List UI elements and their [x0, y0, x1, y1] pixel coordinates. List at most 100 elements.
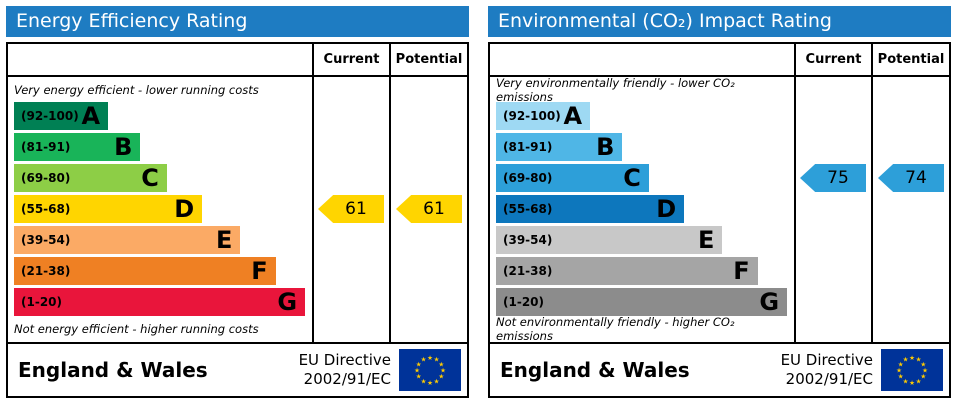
- band-row: (92-100) A: [14, 102, 109, 130]
- eu-directive-line1: EU Directive: [298, 350, 391, 369]
- svg-text:★: ★: [922, 367, 928, 375]
- svg-text:★: ★: [434, 356, 440, 364]
- svg-text:★: ★: [434, 377, 440, 385]
- band-letter: A: [81, 102, 101, 130]
- panel-title: Environmental (CO₂) Impact Rating: [488, 6, 951, 37]
- svg-text:★: ★: [909, 354, 915, 362]
- chart-body: Very environmentally friendly - lower CO…: [490, 76, 949, 343]
- svg-text:★: ★: [916, 356, 922, 364]
- eu-directive-label: EU Directive 2002/91/EC: [781, 351, 881, 390]
- band-row: (69-80) C: [14, 164, 167, 192]
- chart-box: Current Potential Very environmentally f…: [488, 42, 951, 398]
- potential-column: 61: [389, 77, 467, 342]
- region-label: England & Wales: [18, 358, 208, 382]
- eu-flag-icon: ★ ★★ ★★★ ★★★ ★★★: [399, 349, 461, 391]
- current-column-header: Current: [312, 44, 389, 75]
- svg-text:★: ★: [427, 354, 433, 362]
- top-note: Very environmentally friendly - lower CO…: [496, 76, 735, 104]
- svg-text:★: ★: [416, 361, 422, 369]
- co2-impact-chart-panel: Environmental (CO₂) Impact Rating Curren…: [488, 6, 951, 398]
- band-range-label: (1-20): [21, 295, 62, 309]
- current-rating-arrow: 75: [800, 164, 866, 192]
- band-range-label: (39-54): [503, 233, 553, 247]
- svg-text:★: ★: [903, 356, 909, 364]
- svg-text:★: ★: [920, 373, 926, 381]
- chart-body: Very energy efficient - lower running co…: [8, 77, 467, 342]
- band-row: (39-54) E: [496, 226, 723, 254]
- band-range-label: (21-38): [503, 264, 553, 278]
- svg-text:★: ★: [421, 377, 427, 385]
- svg-text:★: ★: [916, 377, 922, 385]
- column-header-spacer: [490, 44, 794, 75]
- band-letter: B: [114, 133, 133, 161]
- potential-rating-value: 61: [423, 199, 445, 219]
- current-column: 61: [312, 77, 389, 342]
- svg-text:★: ★: [898, 361, 904, 369]
- band-row: (55-68) D: [14, 195, 203, 223]
- current-rating-value: 75: [827, 168, 849, 188]
- band-range-label: (92-100): [503, 109, 561, 123]
- eu-directive-line2: 2002/91/EC: [785, 370, 873, 388]
- potential-column-header: Potential: [871, 44, 949, 75]
- band-row: (81-91) B: [496, 133, 623, 161]
- band-letter: D: [656, 195, 677, 223]
- eu-flag-icon: ★ ★★ ★★★ ★★★ ★★★: [881, 349, 943, 391]
- column-header-row: Current Potential: [8, 44, 467, 77]
- svg-text:★: ★: [440, 367, 446, 375]
- panel-title: Energy Efficiency Rating: [6, 6, 469, 37]
- eu-directive-line1: EU Directive: [780, 350, 873, 369]
- column-header-row: Current Potential: [490, 44, 949, 77]
- svg-text:★: ★: [920, 361, 926, 369]
- svg-text:★: ★: [898, 373, 904, 381]
- current-column: 75: [794, 77, 871, 342]
- top-note: Very energy efficient - lower running co…: [14, 83, 259, 97]
- band-range-label: (69-80): [503, 171, 553, 185]
- band-range-label: (81-91): [21, 140, 71, 154]
- band-letter: E: [215, 226, 233, 254]
- band-range-label: (81-91): [503, 140, 553, 154]
- band-letter: C: [623, 164, 641, 192]
- band-letter: F: [251, 257, 268, 285]
- band-letter: B: [596, 133, 615, 161]
- current-rating-value: 61: [345, 199, 367, 219]
- current-column-header: Current: [794, 44, 871, 75]
- bands-column: Very environmentally friendly - lower CO…: [490, 76, 794, 343]
- bands-column: Very energy efficient - lower running co…: [8, 77, 312, 342]
- potential-column-header: Potential: [389, 44, 467, 75]
- svg-text:★: ★: [421, 356, 427, 364]
- band-range-label: (39-54): [21, 233, 71, 247]
- column-header-spacer: [8, 44, 312, 75]
- chart-footer: England & Wales EU Directive 2002/91/EC …: [8, 342, 467, 396]
- chart-footer: England & Wales EU Directive 2002/91/EC …: [490, 342, 949, 396]
- band-row: (55-68) D: [496, 195, 685, 223]
- potential-rating-arrow: 61: [396, 195, 462, 223]
- svg-text:★: ★: [438, 361, 444, 369]
- band-row: (39-54) E: [14, 226, 241, 254]
- svg-text:★: ★: [903, 377, 909, 385]
- band-letter: C: [141, 164, 159, 192]
- band-letter: E: [697, 226, 715, 254]
- potential-rating-value: 74: [905, 168, 927, 188]
- svg-text:★: ★: [909, 379, 915, 387]
- band-range-label: (69-80): [21, 171, 71, 185]
- eu-directive-label: EU Directive 2002/91/EC: [299, 351, 399, 390]
- band-row: (92-100) A: [496, 102, 591, 130]
- band-row: (21-38) F: [496, 257, 758, 285]
- band-row: (81-91) B: [14, 133, 141, 161]
- band-range-label: (92-100): [21, 109, 79, 123]
- bottom-note: Not environmentally friendly - higher CO…: [496, 315, 735, 343]
- bottom-note: Not energy efficient - higher running co…: [14, 322, 259, 336]
- svg-text:★: ★: [414, 367, 420, 375]
- region-label: England & Wales: [500, 358, 690, 382]
- band-row: (69-80) C: [496, 164, 649, 192]
- band-range-label: (55-68): [503, 202, 553, 216]
- potential-rating-arrow: 74: [878, 164, 944, 192]
- band-range-label: (55-68): [21, 202, 71, 216]
- chart-box: Current Potential Very energy efficient …: [6, 42, 469, 398]
- svg-text:★: ★: [416, 373, 422, 381]
- band-letter: F: [733, 257, 750, 285]
- eu-directive-line2: 2002/91/EC: [303, 370, 391, 388]
- band-row: (21-38) F: [14, 257, 276, 285]
- svg-text:★: ★: [427, 379, 433, 387]
- band-range-label: (21-38): [21, 264, 71, 278]
